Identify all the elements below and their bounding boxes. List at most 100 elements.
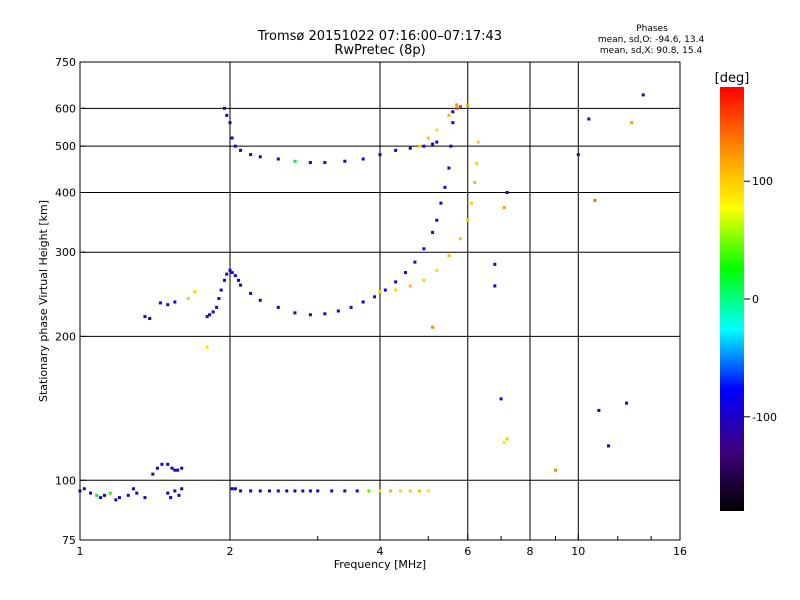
data-point <box>308 161 312 165</box>
data-point <box>166 491 170 495</box>
data-point <box>323 161 327 165</box>
colorbar-tick-label: 100 <box>752 175 773 188</box>
y-tick-label: 600 <box>55 102 76 115</box>
data-point <box>607 444 611 448</box>
data-point <box>355 489 359 493</box>
y-axis-ticks: 75 100 200 300 400 500 600 750 <box>55 56 86 547</box>
data-point <box>193 290 197 294</box>
data-point <box>641 93 645 97</box>
x-tick-label: 8 <box>527 545 534 558</box>
data-point <box>389 489 393 493</box>
data-point <box>630 121 634 125</box>
data-point <box>439 201 443 205</box>
data-point <box>205 345 209 349</box>
data-point <box>151 472 155 476</box>
data-point <box>228 121 232 125</box>
data-point <box>78 489 82 493</box>
data-point <box>239 489 243 493</box>
data-point <box>361 300 365 304</box>
data-point <box>435 218 439 222</box>
data-point <box>143 496 147 500</box>
data-point <box>422 278 426 282</box>
data-point <box>103 493 107 497</box>
data-point <box>458 237 462 241</box>
data-point <box>336 309 340 313</box>
y-tick-label: 300 <box>55 246 76 259</box>
data-point <box>95 493 99 497</box>
data-point <box>258 155 262 159</box>
data-points <box>78 93 645 502</box>
data-point <box>435 140 439 144</box>
data-point <box>143 315 147 319</box>
data-point <box>394 148 398 152</box>
data-point <box>233 144 237 148</box>
data-point <box>177 493 181 497</box>
data-point <box>233 274 237 278</box>
chart-subtitle: RwPretec (8p) <box>334 43 425 58</box>
data-point <box>236 278 240 282</box>
data-point <box>597 408 601 412</box>
data-point <box>285 489 289 493</box>
chart-title: Tromsø 20151022 07:16:00–07:17:43 <box>257 29 502 44</box>
data-point <box>223 106 227 110</box>
data-point <box>403 271 407 275</box>
y-tick-label: 75 <box>62 534 76 547</box>
data-point <box>148 316 152 320</box>
data-point <box>367 489 371 493</box>
data-point <box>160 462 164 466</box>
data-point <box>233 487 237 491</box>
data-point <box>89 491 93 495</box>
data-point <box>230 487 234 491</box>
data-point <box>166 303 170 307</box>
x-tick-label: 6 <box>464 545 471 558</box>
data-point <box>308 313 312 317</box>
colorbar-tick-label: 0 <box>752 293 759 306</box>
data-point <box>426 136 430 140</box>
data-point <box>466 218 470 222</box>
data-point <box>267 489 271 493</box>
data-point <box>117 496 121 500</box>
data-point <box>308 489 312 493</box>
data-point <box>258 489 262 493</box>
data-point <box>276 157 280 161</box>
data-point <box>131 487 135 491</box>
data-point <box>82 487 86 491</box>
data-point <box>408 146 412 150</box>
data-point <box>316 489 320 493</box>
data-point <box>230 136 234 140</box>
data-point <box>249 291 253 295</box>
data-point <box>114 498 118 502</box>
data-point <box>451 121 455 125</box>
data-point <box>451 110 455 114</box>
y-tick-label: 750 <box>55 56 76 69</box>
data-point <box>228 268 232 272</box>
data-point <box>349 305 353 309</box>
y-tick-label: 100 <box>55 474 76 487</box>
data-point <box>293 159 297 163</box>
colorbar-ticks: 100 0 -100 <box>744 175 777 424</box>
data-point <box>394 288 398 292</box>
data-point <box>166 462 170 466</box>
data-point <box>225 272 229 276</box>
data-point <box>176 468 180 472</box>
data-point <box>258 298 262 302</box>
data-point <box>553 468 557 472</box>
data-point <box>426 489 430 493</box>
data-point <box>466 103 470 107</box>
data-point <box>449 144 453 148</box>
data-point <box>211 310 215 314</box>
data-point <box>435 268 439 272</box>
y-axis-label: Stationary phase Virtual Height [km] <box>37 200 50 402</box>
data-point <box>493 284 497 288</box>
grid-lines <box>80 62 680 540</box>
data-point <box>447 166 451 170</box>
colorbar-tick-label: -100 <box>752 411 777 424</box>
data-point <box>408 489 412 493</box>
data-point <box>625 401 629 405</box>
x-tick-label: 4 <box>377 545 384 558</box>
data-point <box>378 489 382 493</box>
data-point <box>239 148 243 152</box>
data-point <box>499 397 503 401</box>
data-point <box>408 284 412 288</box>
